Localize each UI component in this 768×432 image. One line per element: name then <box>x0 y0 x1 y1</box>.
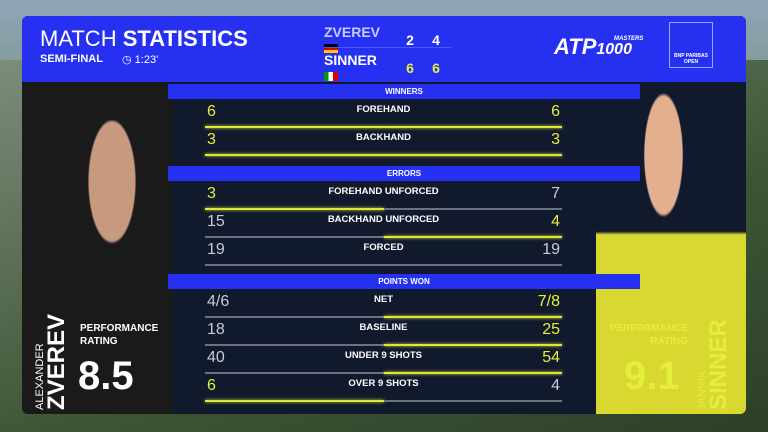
section-header: ERRORS <box>168 166 640 181</box>
stat-row: 15 BACKHAND UNFORCED 4 <box>205 210 562 238</box>
set-score: 2 <box>406 32 414 48</box>
right-bar <box>383 126 562 128</box>
zverev-photo <box>22 82 172 414</box>
atp-text: ATP <box>554 34 597 59</box>
right-bar <box>383 372 562 374</box>
round-label: SEMI-FINAL <box>40 53 103 65</box>
right-value: 25 <box>542 321 560 338</box>
stat-row: 40 UNDER 9 SHOTS 54 <box>205 346 562 374</box>
left-bar <box>205 154 384 156</box>
stat-label: FOREHAND <box>356 104 411 115</box>
right-bar <box>383 154 562 156</box>
left-bar <box>205 316 384 318</box>
stat-label: UNDER 9 SHOTS <box>344 350 423 361</box>
left-value: 6 <box>207 103 216 120</box>
section-header: POINTS WON <box>168 274 640 289</box>
right-bar <box>383 208 562 210</box>
score-row-sinner: SINNER 6 6 <box>324 52 454 84</box>
divider <box>324 47 452 48</box>
left-value: 18 <box>207 321 225 338</box>
stat-label: OVER 9 SHOTS <box>348 378 419 389</box>
left-value: 4/6 <box>207 293 230 310</box>
zverev-perf-label: PERFORMANCE RATING <box>80 323 159 347</box>
player-name: SINNER <box>324 52 394 84</box>
stat-row: 3 BACKHAND 3 <box>205 128 562 156</box>
player-name: ZVEREV <box>324 24 394 56</box>
left-value: 40 <box>207 349 225 366</box>
stat-row: 19 FORCED 19 <box>205 238 562 266</box>
right-value: 3 <box>551 131 560 148</box>
title-light: MATCH <box>40 26 117 51</box>
left-value: 19 <box>207 241 225 258</box>
stat-row: 6 OVER 9 SHOTS 4 <box>205 374 562 402</box>
stat-row: 6 FOREHAND 6 <box>205 100 562 128</box>
duration-value: 1:23' <box>134 54 159 66</box>
left-bar <box>205 208 384 210</box>
page-title: MATCH STATISTICS <box>40 26 248 52</box>
right-value: 4 <box>551 377 560 394</box>
match-duration: ◷ 1:23' <box>122 53 158 66</box>
name: SINNER <box>324 52 377 68</box>
right-bar <box>383 400 562 402</box>
left-value: 6 <box>207 377 216 394</box>
set-score: 4 <box>432 32 440 48</box>
right-value: 6 <box>551 103 560 120</box>
section-header: WINNERS <box>168 84 640 99</box>
left-bar <box>205 400 384 402</box>
tournament-text: BNP PARIBAS OPEN <box>674 53 708 65</box>
set-score: 6 <box>406 60 414 76</box>
set-score: 6 <box>432 60 440 76</box>
thousand-text: 1000 <box>596 41 632 58</box>
left-bar <box>205 264 384 266</box>
italy-flag-icon <box>324 72 338 81</box>
left-value: 15 <box>207 213 225 230</box>
zverev-rating: 8.5 <box>78 354 134 398</box>
atp-masters-logo: ATP MASTERS 1000 <box>554 34 643 60</box>
right-value: 7 <box>551 185 560 202</box>
right-value: 4 <box>551 213 560 230</box>
bnp-paribas-open-logo: BNP PARIBAS OPEN <box>669 22 713 68</box>
left-bar <box>205 236 384 238</box>
left-bar <box>205 344 384 346</box>
right-value: 19 <box>542 241 560 258</box>
match-stats-card: MATCH STATISTICS SEMI-FINAL ◷ 1:23' ZVER… <box>22 16 746 414</box>
sinner-photo <box>596 82 746 414</box>
right-value: 54 <box>542 349 560 366</box>
right-bar <box>383 264 562 266</box>
stat-row: 4/6 NET 7/8 <box>205 290 562 318</box>
score-row-zverev: ZVEREV 2 4 <box>324 24 454 56</box>
right-bar <box>383 344 562 346</box>
last-name: ZVEREV <box>43 313 70 410</box>
title-bold: STATISTICS <box>122 26 248 51</box>
stat-label: FORCED <box>363 242 404 253</box>
sinner-perf-label: PERFORMANCE RATING <box>609 323 688 347</box>
zverev-vertical-name: ALEXANDER ZVEREV <box>34 313 70 410</box>
stat-label: BACKHAND UNFORCED <box>327 214 440 225</box>
last-name: SINNER <box>705 319 732 410</box>
sinner-vertical-name: JANNIK SINNER <box>696 319 732 410</box>
stat-label: BACKHAND <box>356 132 411 143</box>
masters-text: MASTERS <box>614 36 644 42</box>
right-bar <box>383 316 562 318</box>
right-bar <box>383 236 562 238</box>
clock-icon: ◷ <box>122 54 132 66</box>
stat-row: 3 FOREHAND UNFORCED 7 <box>205 182 562 210</box>
sinner-rating: 9.1 <box>624 354 680 398</box>
stat-row: 18 BASELINE 25 <box>205 318 562 346</box>
left-bar <box>205 126 384 128</box>
stat-label: BASELINE <box>359 322 408 333</box>
header: MATCH STATISTICS SEMI-FINAL ◷ 1:23' ZVER… <box>22 16 746 82</box>
left-bar <box>205 372 384 374</box>
stat-label: NET <box>374 294 393 305</box>
left-value: 3 <box>207 131 216 148</box>
stat-label: FOREHAND UNFORCED <box>328 186 439 197</box>
name: ZVEREV <box>324 24 381 40</box>
left-value: 3 <box>207 185 216 202</box>
germany-flag-icon <box>324 44 338 53</box>
right-value: 7/8 <box>537 293 560 310</box>
